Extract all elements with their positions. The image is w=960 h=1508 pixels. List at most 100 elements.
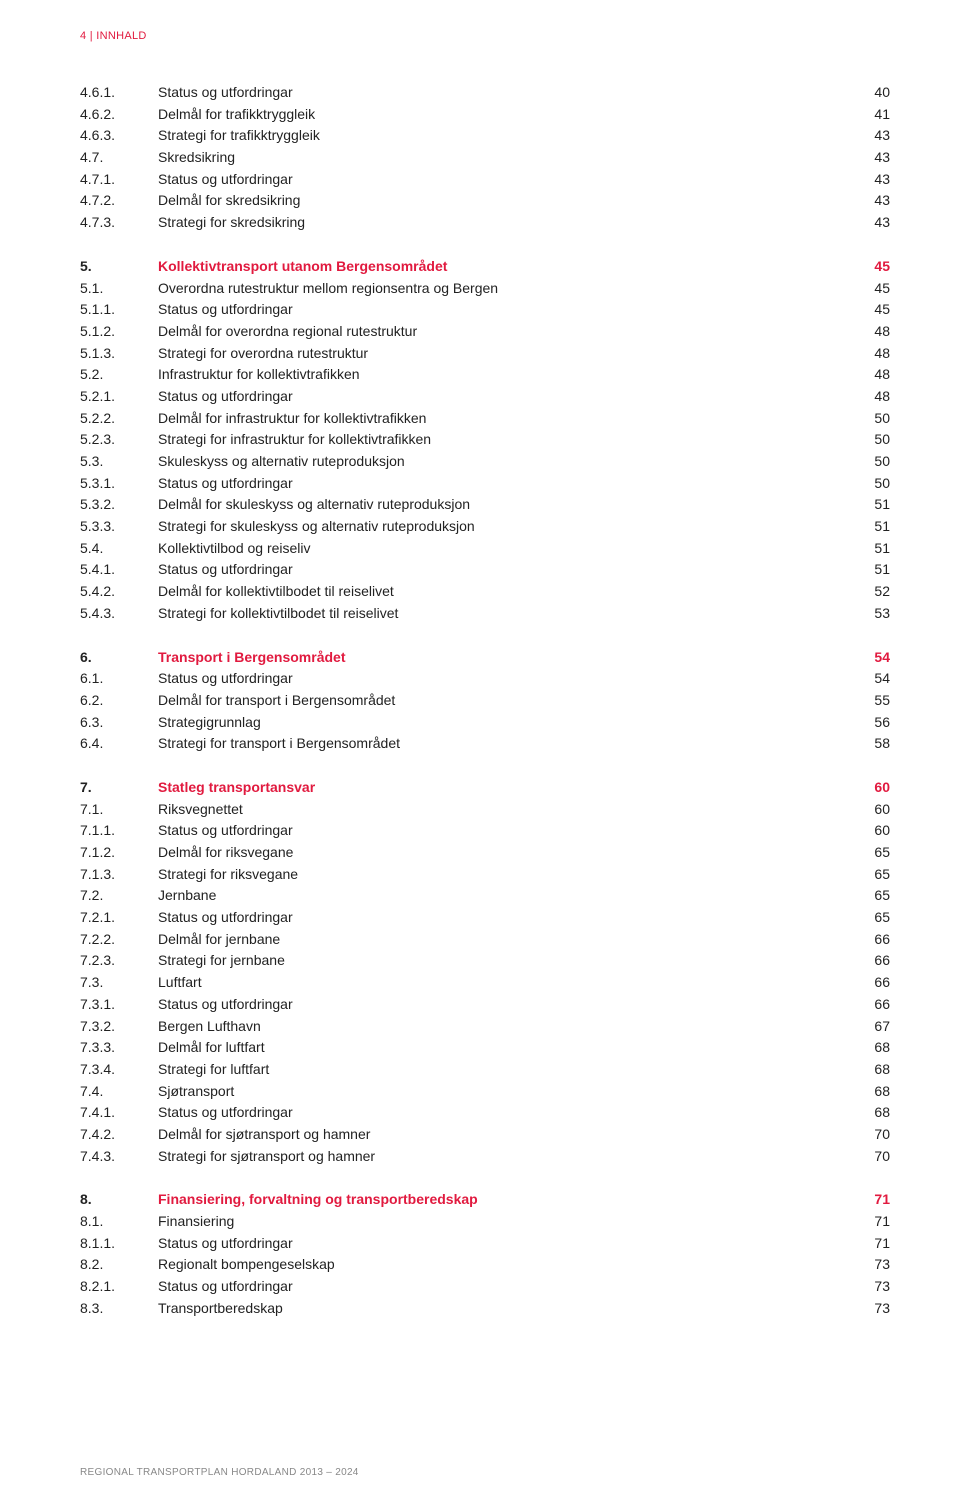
toc-title: Delmål for infrastruktur for kollektivtr…	[158, 408, 850, 430]
toc-title: Skuleskyss og alternativ ruteproduksjon	[158, 451, 850, 473]
toc-row: 7.3.1.Status og utfordringar66	[80, 994, 890, 1016]
toc-number: 7.1.	[80, 799, 158, 821]
toc-page-number: 50	[850, 473, 890, 495]
toc-row: 5.2.1.Status og utfordringar48	[80, 386, 890, 408]
toc-number: 6.3.	[80, 712, 158, 734]
toc-row: 4.7.2.Delmål for skredsikring43	[80, 190, 890, 212]
toc-page-number: 43	[850, 212, 890, 234]
toc-number: 5.4.2.	[80, 581, 158, 603]
toc-number: 4.6.1.	[80, 82, 158, 104]
toc-title: Strategi for riksvegane	[158, 864, 850, 886]
toc-title: Kollektivtilbod og reiseliv	[158, 538, 850, 560]
section-gap	[80, 1167, 890, 1189]
toc-page-number: 66	[850, 972, 890, 994]
toc-title: Status og utfordringar	[158, 473, 850, 495]
toc-row: 7.1.Riksvegnettet60	[80, 799, 890, 821]
toc-number: 4.7.3.	[80, 212, 158, 234]
toc-row: 4.6.2.Delmål for trafikktryggleik41	[80, 104, 890, 126]
toc-number: 7.1.2.	[80, 842, 158, 864]
toc-page-number: 45	[850, 256, 890, 278]
toc-row: 7.3.3.Delmål for luftfart68	[80, 1037, 890, 1059]
toc-page-number: 71	[850, 1189, 890, 1211]
toc-number: 5.4.1.	[80, 559, 158, 581]
toc-row: 5.3.3.Strategi for skuleskyss og alterna…	[80, 516, 890, 538]
toc-row: 7.4.1.Status og utfordringar68	[80, 1102, 890, 1124]
toc-number: 8.1.1.	[80, 1233, 158, 1255]
toc-number: 5.1.3.	[80, 343, 158, 365]
toc-title: Status og utfordringar	[158, 386, 850, 408]
toc-page-number: 73	[850, 1254, 890, 1276]
toc-title: Finansiering	[158, 1211, 850, 1233]
toc-title: Strategi for luftfart	[158, 1059, 850, 1081]
toc-page-number: 65	[850, 885, 890, 907]
section-gap	[80, 625, 890, 647]
toc-title: Strategi for jernbane	[158, 950, 850, 972]
toc-title: Delmål for overordna regional rutestrukt…	[158, 321, 850, 343]
toc-title: Kollektivtransport utanom Bergensområdet	[158, 256, 850, 278]
toc-number: 7.3.1.	[80, 994, 158, 1016]
toc-number: 5.2.1.	[80, 386, 158, 408]
toc-number: 7.2.	[80, 885, 158, 907]
toc-title: Status og utfordringar	[158, 1233, 850, 1255]
toc-number: 7.3.	[80, 972, 158, 994]
toc-title: Status og utfordringar	[158, 907, 850, 929]
toc-number: 5.4.	[80, 538, 158, 560]
toc-number: 5.1.	[80, 278, 158, 300]
toc-title: Status og utfordringar	[158, 82, 850, 104]
toc-title: Overordna rutestruktur mellom regionsent…	[158, 278, 850, 300]
toc-row: 5.4.1.Status og utfordringar51	[80, 559, 890, 581]
toc-title: Statleg transportansvar	[158, 777, 850, 799]
toc-page-number: 68	[850, 1037, 890, 1059]
toc-page-number: 68	[850, 1081, 890, 1103]
toc-page-number: 45	[850, 278, 890, 300]
toc-title: Status og utfordringar	[158, 820, 850, 842]
toc-number: 5.1.1.	[80, 299, 158, 321]
toc-number: 5.3.1.	[80, 473, 158, 495]
toc-row: 5.Kollektivtransport utanom Bergensområd…	[80, 256, 890, 278]
toc-row: 8.3.Transportberedskap73	[80, 1298, 890, 1320]
toc-row: 5.3.Skuleskyss og alternativ ruteproduks…	[80, 451, 890, 473]
toc-page-number: 66	[850, 994, 890, 1016]
toc-title: Strategi for trafikktryggleik	[158, 125, 850, 147]
toc-page-number: 52	[850, 581, 890, 603]
toc-row: 6.1.Status og utfordringar54	[80, 668, 890, 690]
toc-number: 5.2.3.	[80, 429, 158, 451]
page-footer: REGIONAL TRANSPORTPLAN HORDALAND 2013 – …	[80, 1467, 359, 1478]
toc-row: 4.7.3.Strategi for skredsikring43	[80, 212, 890, 234]
toc-number: 7.4.3.	[80, 1146, 158, 1168]
toc-title: Finansiering, forvaltning og transportbe…	[158, 1189, 850, 1211]
toc-row: 8.Finansiering, forvaltning og transport…	[80, 1189, 890, 1211]
toc-page-number: 41	[850, 104, 890, 126]
toc-page-number: 68	[850, 1059, 890, 1081]
toc-row: 5.3.2.Delmål for skuleskyss og alternati…	[80, 494, 890, 516]
toc-number: 7.4.2.	[80, 1124, 158, 1146]
toc-row: 6.4.Strategi for transport i Bergensområ…	[80, 733, 890, 755]
toc-row: 7.1.1.Status og utfordringar60	[80, 820, 890, 842]
table-of-contents: 4.6.1.Status og utfordringar404.6.2.Delm…	[80, 82, 890, 1319]
toc-title: Status og utfordringar	[158, 169, 850, 191]
toc-page-number: 51	[850, 559, 890, 581]
toc-title: Strategi for skuleskyss og alternativ ru…	[158, 516, 850, 538]
toc-title: Bergen Lufthavn	[158, 1016, 850, 1038]
toc-page-number: 43	[850, 147, 890, 169]
toc-number: 8.2.1.	[80, 1276, 158, 1298]
toc-page-number: 54	[850, 647, 890, 669]
toc-row: 7.3.4.Strategi for luftfart68	[80, 1059, 890, 1081]
toc-title: Strategi for sjøtransport og hamner	[158, 1146, 850, 1168]
toc-number: 7.1.3.	[80, 864, 158, 886]
toc-number: 6.	[80, 647, 158, 669]
toc-title: Delmål for sjøtransport og hamner	[158, 1124, 850, 1146]
toc-number: 4.6.3.	[80, 125, 158, 147]
toc-page-number: 60	[850, 777, 890, 799]
toc-row: 4.6.3.Strategi for trafikktryggleik43	[80, 125, 890, 147]
toc-title: Status og utfordringar	[158, 668, 850, 690]
toc-title: Strategigrunnlag	[158, 712, 850, 734]
toc-row: 4.7.1.Status og utfordringar43	[80, 169, 890, 191]
toc-page-number: 48	[850, 321, 890, 343]
toc-row: 7.2.3.Strategi for jernbane66	[80, 950, 890, 972]
toc-row: 5.3.1.Status og utfordringar50	[80, 473, 890, 495]
toc-number: 7.4.	[80, 1081, 158, 1103]
toc-title: Delmål for transport i Bergensområdet	[158, 690, 850, 712]
toc-page-number: 50	[850, 451, 890, 473]
toc-number: 4.7.1.	[80, 169, 158, 191]
